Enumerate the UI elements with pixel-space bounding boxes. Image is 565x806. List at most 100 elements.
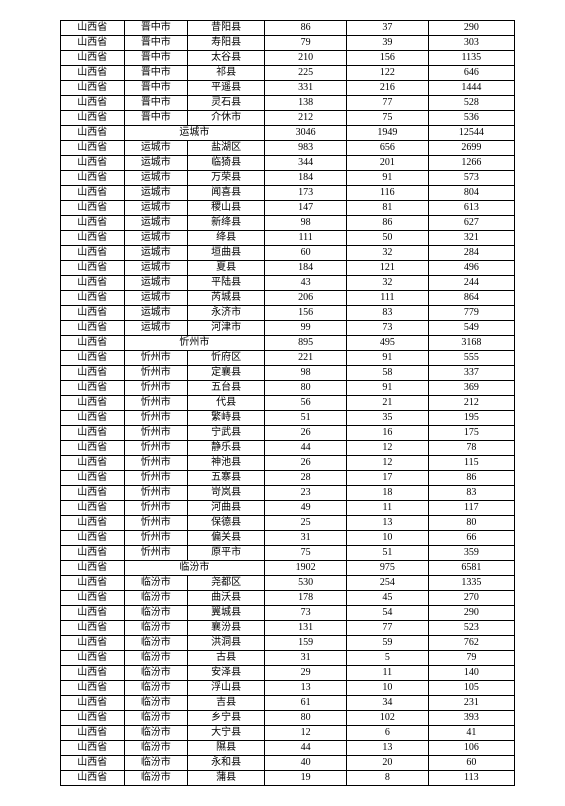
value2-cell: 75 <box>346 111 428 126</box>
value1-cell: 331 <box>265 81 347 96</box>
value3-cell: 284 <box>428 246 514 261</box>
value2-cell: 81 <box>346 201 428 216</box>
district-cell: 寿阳县 <box>188 36 265 51</box>
value2-cell: 17 <box>346 471 428 486</box>
city-cell: 忻州市 <box>124 411 188 426</box>
province-cell: 山西省 <box>61 261 125 276</box>
city-cell: 临汾市 <box>124 606 188 621</box>
value3-cell: 779 <box>428 306 514 321</box>
district-cell: 代县 <box>188 396 265 411</box>
value1-cell: 131 <box>265 621 347 636</box>
value1-cell: 79 <box>265 36 347 51</box>
city-cell: 忻州市 <box>124 546 188 561</box>
value1-cell: 43 <box>265 276 347 291</box>
value2-cell: 83 <box>346 306 428 321</box>
province-cell: 山西省 <box>61 141 125 156</box>
province-cell: 山西省 <box>61 21 125 36</box>
value3-cell: 212 <box>428 396 514 411</box>
province-cell: 山西省 <box>61 381 125 396</box>
value1-cell: 29 <box>265 666 347 681</box>
city-cell: 临汾市 <box>124 711 188 726</box>
table-row: 山西省晋中市介休市21275536 <box>61 111 515 126</box>
province-cell: 山西省 <box>61 741 125 756</box>
district-cell: 蒲县 <box>188 771 265 786</box>
value3-cell: 496 <box>428 261 514 276</box>
province-cell: 山西省 <box>61 171 125 186</box>
table-row: 山西省忻州市8954953168 <box>61 336 515 351</box>
value3-cell: 78 <box>428 441 514 456</box>
value1-cell: 28 <box>265 471 347 486</box>
table-row: 山西省运城市平陆县4332244 <box>61 276 515 291</box>
table-row: 山西省临汾市吉县6134231 <box>61 696 515 711</box>
table-row: 山西省忻州市五台县8091369 <box>61 381 515 396</box>
value1-cell: 75 <box>265 546 347 561</box>
city-cell: 晋中市 <box>124 51 188 66</box>
value2-cell: 73 <box>346 321 428 336</box>
city-cell: 临汾市 <box>124 756 188 771</box>
value1-cell: 13 <box>265 681 347 696</box>
province-cell: 山西省 <box>61 186 125 201</box>
value3-cell: 555 <box>428 351 514 366</box>
province-cell: 山西省 <box>61 51 125 66</box>
province-cell: 山西省 <box>61 696 125 711</box>
province-cell: 山西省 <box>61 81 125 96</box>
district-cell: 定襄县 <box>188 366 265 381</box>
value1-cell: 19 <box>265 771 347 786</box>
value2-cell: 111 <box>346 291 428 306</box>
value3-cell: 41 <box>428 726 514 741</box>
value1-cell: 44 <box>265 441 347 456</box>
province-cell: 山西省 <box>61 471 125 486</box>
value2-cell: 495 <box>346 336 428 351</box>
value2-cell: 91 <box>346 381 428 396</box>
value1-cell: 178 <box>265 591 347 606</box>
value2-cell: 201 <box>346 156 428 171</box>
province-cell: 山西省 <box>61 216 125 231</box>
value2-cell: 50 <box>346 231 428 246</box>
value1-cell: 98 <box>265 216 347 231</box>
value3-cell: 290 <box>428 606 514 621</box>
district-cell: 芮城县 <box>188 291 265 306</box>
value1-cell: 184 <box>265 171 347 186</box>
value3-cell: 393 <box>428 711 514 726</box>
city-cell: 运城市 <box>124 291 188 306</box>
table-row: 山西省临汾市蒲县198113 <box>61 771 515 786</box>
city-cell: 晋中市 <box>124 66 188 81</box>
table-row: 山西省忻州市定襄县9858337 <box>61 366 515 381</box>
province-cell: 山西省 <box>61 621 125 636</box>
value1-cell: 51 <box>265 411 347 426</box>
province-cell: 山西省 <box>61 726 125 741</box>
value1-cell: 184 <box>265 261 347 276</box>
province-cell: 山西省 <box>61 771 125 786</box>
district-cell: 万荣县 <box>188 171 265 186</box>
value1-cell: 23 <box>265 486 347 501</box>
value1-cell: 49 <box>265 501 347 516</box>
value2-cell: 10 <box>346 681 428 696</box>
district-cell: 稷山县 <box>188 201 265 216</box>
table-row: 山西省运城市芮城县206111864 <box>61 291 515 306</box>
value2-cell: 54 <box>346 606 428 621</box>
value1-cell: 12 <box>265 726 347 741</box>
district-cell: 浮山县 <box>188 681 265 696</box>
province-cell: 山西省 <box>61 306 125 321</box>
district-cell: 保德县 <box>188 516 265 531</box>
district-cell: 平陆县 <box>188 276 265 291</box>
province-cell: 山西省 <box>61 636 125 651</box>
value2-cell: 32 <box>346 246 428 261</box>
value2-cell: 58 <box>346 366 428 381</box>
value1-cell: 26 <box>265 456 347 471</box>
table-row: 山西省忻州市岢岚县231883 <box>61 486 515 501</box>
value3-cell: 6581 <box>428 561 514 576</box>
value3-cell: 60 <box>428 756 514 771</box>
value3-cell: 523 <box>428 621 514 636</box>
value1-cell: 156 <box>265 306 347 321</box>
value1-cell: 61 <box>265 696 347 711</box>
district-cell: 吉县 <box>188 696 265 711</box>
district-cell: 乡宁县 <box>188 711 265 726</box>
value2-cell: 51 <box>346 546 428 561</box>
value2-cell: 39 <box>346 36 428 51</box>
value2-cell: 254 <box>346 576 428 591</box>
value2-cell: 6 <box>346 726 428 741</box>
province-cell: 山西省 <box>61 486 125 501</box>
value3-cell: 195 <box>428 411 514 426</box>
province-cell: 山西省 <box>61 516 125 531</box>
